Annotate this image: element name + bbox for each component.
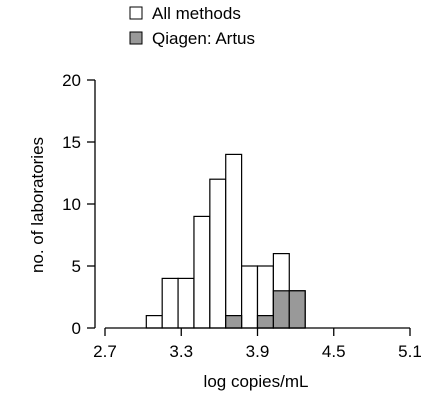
y-tick-label-2: 10 <box>62 195 81 214</box>
bar-all-methods-3 <box>193 215 211 329</box>
bar-qiagen-artus-2 <box>272 290 290 329</box>
x-axis-label: log copies/mL <box>204 372 309 391</box>
bar-all-methods-5 <box>225 153 243 329</box>
legend-swatch-all-methods <box>129 6 143 20</box>
y-tick-label-0: 0 <box>72 319 81 338</box>
x-tick-label-3: 4.5 <box>322 342 346 361</box>
bars-all-methods <box>145 153 306 329</box>
x-tick-label-0: 2.7 <box>93 342 117 361</box>
bar-qiagen-artus-3 <box>288 290 306 329</box>
bar-all-methods-2 <box>177 277 195 329</box>
bar-all-methods-4 <box>209 178 227 329</box>
legend-swatch-qiagen-artus <box>129 31 143 45</box>
bar-all-methods-0 <box>145 315 163 329</box>
bar-all-methods-6 <box>241 265 259 329</box>
x-tick-label-4: 5.1 <box>398 342 422 361</box>
x-tick-label-2: 3.9 <box>246 342 270 361</box>
bar-all-methods-1 <box>161 277 179 329</box>
legend: All methods Qiagen: Artus <box>129 4 255 48</box>
y-tick-label-4: 20 <box>62 71 81 90</box>
axes: 2.7 3.3 3.9 4.5 5.1 0 5 10 15 20 <box>62 71 422 361</box>
bar-qiagen-artus-0 <box>225 315 243 329</box>
legend-label-all-methods: All methods <box>152 4 241 23</box>
y-tick-label-3: 15 <box>62 133 81 152</box>
y-tick-label-1: 5 <box>72 257 81 276</box>
legend-label-qiagen-artus: Qiagen: Artus <box>152 29 255 48</box>
bar-qiagen-artus-1 <box>256 315 274 329</box>
y-axis-label: no. of laboratories <box>28 137 47 273</box>
x-tick-label-1: 3.3 <box>169 342 193 361</box>
